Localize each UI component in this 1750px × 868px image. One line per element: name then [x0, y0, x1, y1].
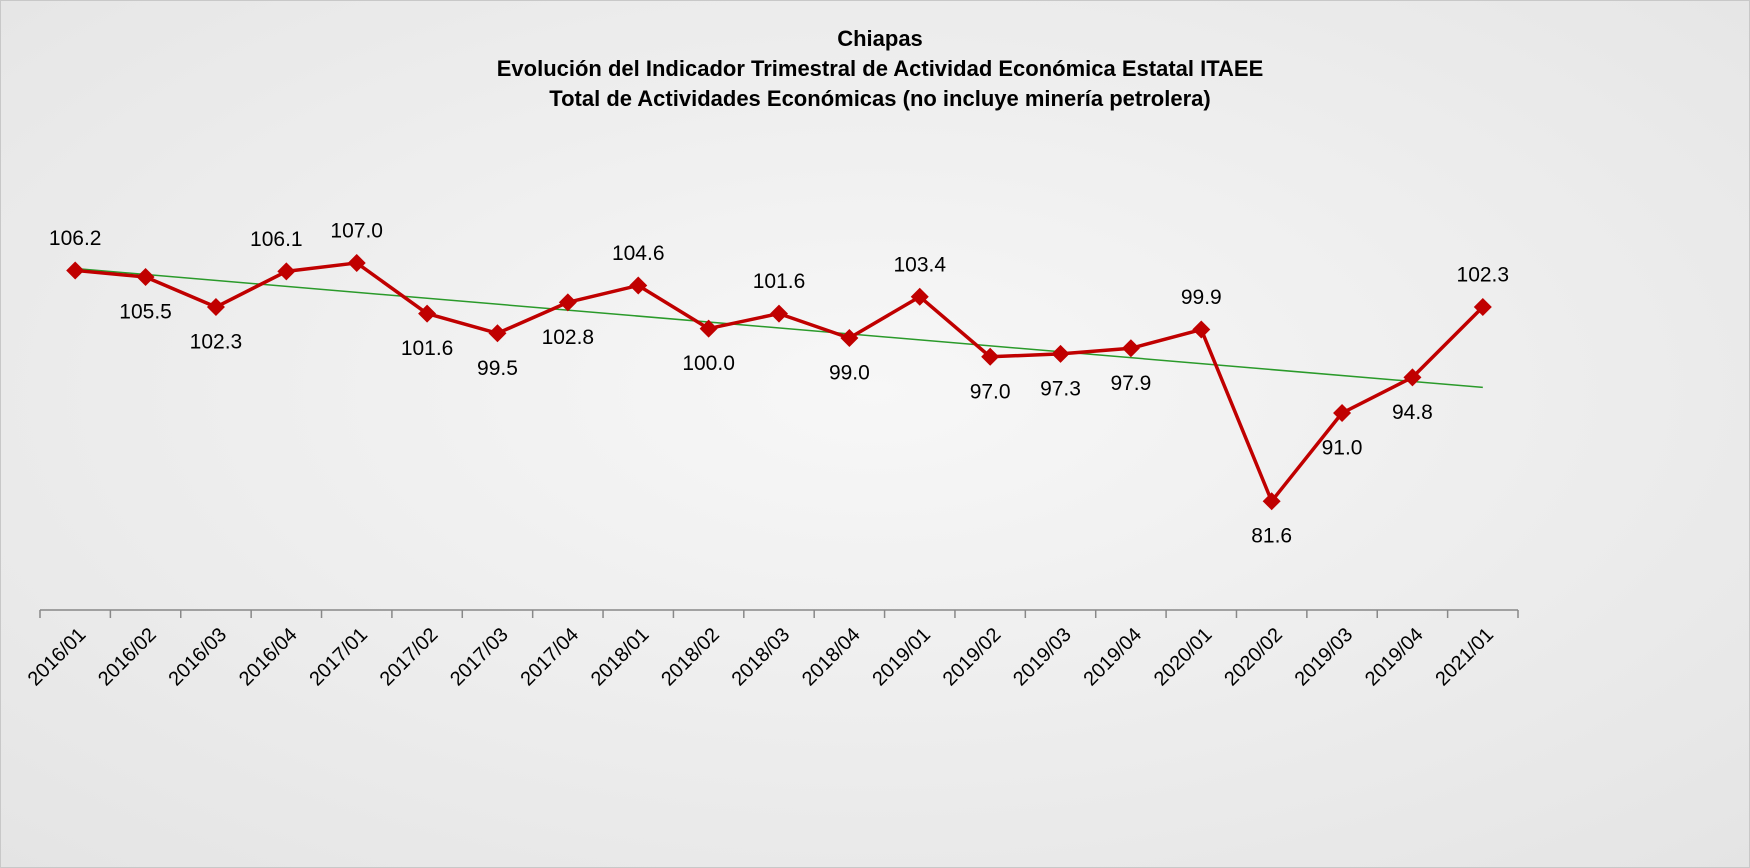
data-marker — [629, 276, 648, 295]
chart-subtitle: Total de Actividades Económicas (no incl… — [549, 86, 1210, 111]
data-marker — [136, 268, 155, 287]
data-marker — [1333, 404, 1352, 423]
data-marker — [770, 304, 788, 323]
data-marker — [277, 262, 296, 281]
data-marker — [1403, 368, 1422, 387]
data-marker — [1473, 298, 1492, 317]
data-label: 94.8 — [1392, 401, 1433, 424]
data-marker — [1262, 492, 1281, 511]
data-marker — [1051, 344, 1070, 363]
trend-line — [75, 267, 1483, 389]
data-label: 107.0 — [330, 219, 383, 242]
data-label: 101.6 — [401, 337, 454, 360]
data-label: 101.6 — [753, 270, 806, 293]
data-label: 102.8 — [542, 326, 595, 349]
data-label: 106.1 — [250, 228, 303, 251]
data-marker — [840, 328, 859, 347]
data-label: 100.0 — [682, 352, 735, 375]
data-label: 81.6 — [1251, 525, 1292, 548]
data-label: 99.0 — [829, 362, 870, 385]
data-marker — [910, 287, 929, 306]
data-label: 106.2 — [49, 227, 102, 250]
data-marker — [418, 304, 437, 323]
data-label: 97.9 — [1110, 372, 1151, 395]
data-label: 91.0 — [1322, 437, 1363, 460]
data-label: 97.3 — [1040, 377, 1081, 400]
data-marker — [558, 293, 577, 312]
data-label: 102.3 — [190, 331, 243, 354]
data-marker — [206, 298, 225, 317]
chart-subtitle: Evolución del Indicador Trimestral de Ac… — [497, 56, 1264, 81]
data-label: 99.5 — [477, 357, 518, 380]
data-marker — [488, 324, 507, 343]
chart-title: Chiapas — [837, 26, 923, 51]
data-label: 105.5 — [119, 301, 172, 324]
data-label: 104.6 — [612, 242, 665, 265]
data-label: 97.0 — [970, 380, 1011, 403]
data-marker — [347, 253, 366, 272]
data-marker — [981, 347, 1000, 366]
data-label: 99.9 — [1181, 286, 1222, 309]
data-marker — [1192, 320, 1211, 339]
data-marker — [66, 261, 85, 280]
data-marker — [699, 319, 718, 338]
data-label: 102.3 — [1457, 264, 1510, 287]
data-label: 103.4 — [893, 253, 946, 276]
data-marker — [1121, 339, 1140, 358]
